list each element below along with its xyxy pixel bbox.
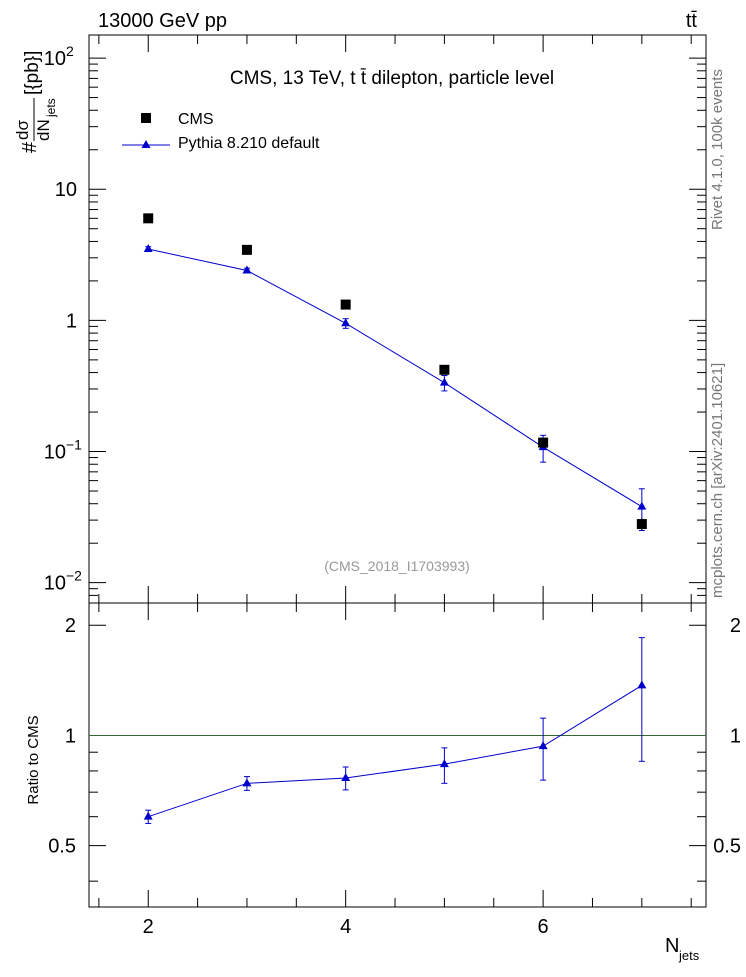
main-ytick-label-exponent: −1 xyxy=(66,437,82,453)
pythia-point xyxy=(143,244,153,253)
main-y-axis-label: # dσ dN jets [{pb}] xyxy=(13,51,58,153)
cms-point xyxy=(538,437,549,448)
main-ytick-label-exponent: 2 xyxy=(66,43,74,59)
ylabel-hash: # xyxy=(19,141,41,153)
ratio-ytick-label-right: 2 xyxy=(730,615,741,637)
main-ytick-label: 10 xyxy=(55,179,77,201)
main-marks xyxy=(143,213,647,531)
x-axis-label-main: N xyxy=(665,935,679,957)
ylabel-denominator-sub: jets xyxy=(44,98,58,118)
main-x-axis xyxy=(98,35,692,603)
header-process-label: tt̄ xyxy=(686,10,698,32)
ratio-point xyxy=(242,778,252,787)
x-axis-label-sub: jets xyxy=(678,948,700,963)
pythia-point xyxy=(242,265,252,274)
cms-point xyxy=(636,519,647,530)
main-ytick-label: 10 xyxy=(44,442,66,464)
main-ytick-label: 1 xyxy=(66,310,77,332)
header-energy-label: 13000 GeV pp xyxy=(98,10,227,32)
main-ytick-label-exponent: −2 xyxy=(66,568,82,584)
ratio-ytick-label-right: 1 xyxy=(730,725,741,747)
legend: CMS Pythia 8.210 default xyxy=(122,111,320,152)
ratio-point xyxy=(341,773,351,782)
ratio-line xyxy=(148,684,643,818)
x-axis-label: N jets xyxy=(665,935,700,963)
pythia-point xyxy=(637,501,647,510)
cms-point xyxy=(439,364,450,375)
pythia-line xyxy=(148,248,643,508)
ratio-ytick-label-right: 0.5 xyxy=(713,836,741,858)
ratio-xtick-label: 4 xyxy=(340,916,351,938)
ratio-point xyxy=(439,759,449,768)
legend-cms-label: CMS xyxy=(178,111,214,128)
pythia-point xyxy=(341,318,351,327)
cms-point xyxy=(241,244,252,255)
ratio-panel: 0.5 0.5 1 1 2 2 2 4 6 Ratio to CMS N jets xyxy=(25,602,741,963)
ratio-ytick-label: 1 xyxy=(65,725,76,747)
ratio-ytick-label: 0.5 xyxy=(48,836,76,858)
ratio-xtick-label: 6 xyxy=(538,916,549,938)
ratio-point xyxy=(538,741,548,750)
ratio-xtick-label: 2 xyxy=(143,916,154,938)
main-ytick-label: 10 xyxy=(44,48,66,70)
rivet-version-label: Rivet 4.1.0, 100k events xyxy=(709,69,726,230)
ylabel-numerator: dσ xyxy=(13,120,32,140)
ratio-y-axis: 0.5 0.5 1 1 2 2 xyxy=(48,615,741,882)
legend-cms-marker xyxy=(141,113,151,123)
analysis-watermark: (CMS_2018_I1703993) xyxy=(324,558,470,574)
cms-point xyxy=(143,213,154,224)
ratio-marks xyxy=(143,637,647,824)
cms-point xyxy=(340,299,351,310)
main-ytick-label: 10 xyxy=(44,573,66,595)
source-label: mcplots.cern.ch [arXiv:2401.10621] xyxy=(709,363,726,598)
ratio-point xyxy=(143,811,153,820)
ratio-ytick-label: 2 xyxy=(65,615,76,637)
ylabel-unit: [{pb}] xyxy=(22,51,43,95)
ratio-point xyxy=(637,680,647,689)
main-title: CMS, 13 TeV, t t̄ dilepton, particle lev… xyxy=(230,68,554,89)
legend-pythia-label: Pythia 8.210 default xyxy=(178,135,320,152)
legend-pythia-marker xyxy=(141,140,151,148)
ratio-y-axis-label: Ratio to CMS xyxy=(25,715,42,804)
ratio-x-axis: 2 4 6 xyxy=(98,603,692,938)
ratio-panel-frame xyxy=(88,602,707,908)
pythia-point xyxy=(439,377,449,386)
ylabel-denominator: dN xyxy=(34,119,53,141)
